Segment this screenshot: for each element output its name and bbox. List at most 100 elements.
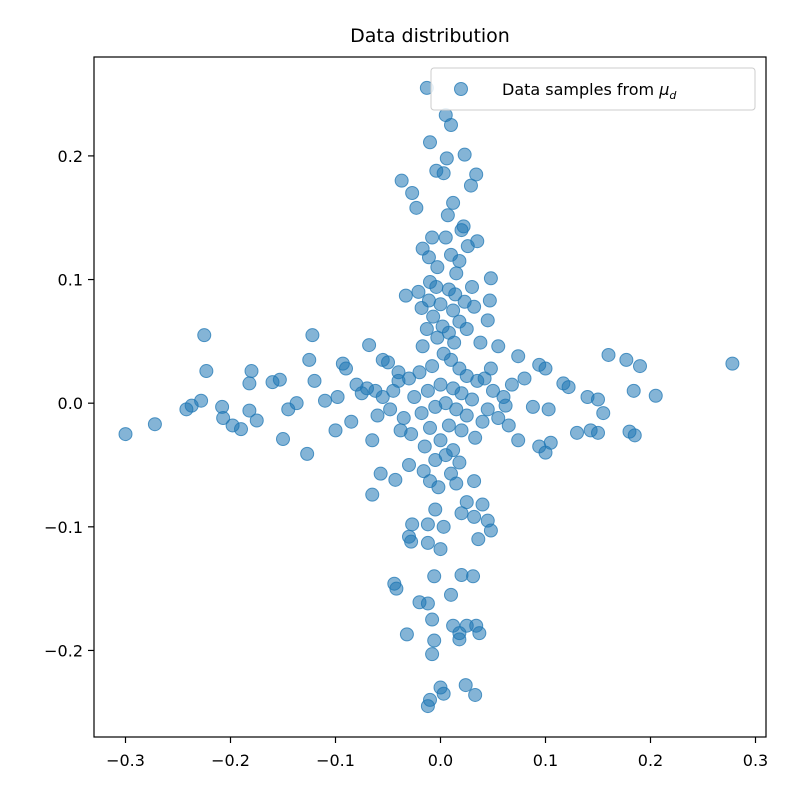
y-tick-label: 0.2 (58, 147, 83, 166)
legend-label-symbol: μ (658, 80, 669, 99)
data-point (427, 633, 442, 648)
data-point (433, 377, 448, 392)
data-point (460, 239, 475, 254)
data-point (433, 297, 448, 312)
data-point (467, 509, 482, 524)
data-point (420, 535, 435, 550)
data-point (454, 568, 469, 583)
data-point (427, 569, 442, 584)
data-point (428, 399, 443, 414)
data-point (179, 402, 194, 417)
data-point (415, 339, 430, 354)
data-point (570, 425, 584, 440)
data-point (452, 632, 467, 647)
x-tick-label: 0.1 (533, 751, 558, 770)
data-point (411, 284, 426, 299)
data-point (436, 686, 451, 701)
data-point (339, 361, 353, 376)
data-point (491, 411, 506, 426)
data-point (216, 411, 231, 426)
data-point (591, 425, 605, 440)
data-point (449, 476, 464, 491)
data-point (416, 464, 431, 479)
legend-box (430, 67, 756, 111)
data-point (375, 390, 390, 404)
data-point (425, 359, 440, 374)
data-point (389, 581, 404, 596)
plot-frame (93, 56, 767, 738)
data-point (407, 390, 422, 404)
data-point (511, 433, 526, 448)
data-point (234, 422, 248, 437)
data-point (423, 135, 437, 150)
data-point (468, 687, 483, 702)
data-point (454, 223, 469, 238)
data-point (302, 352, 317, 367)
data-point (394, 173, 409, 188)
x-axis: −0.3 −0.2 −0.1 0.0 0.1 0.2 0.3 (106, 737, 768, 770)
data-point (501, 418, 516, 433)
data-point (446, 303, 461, 318)
data-point (402, 458, 416, 472)
data-point (596, 406, 611, 421)
data-point (541, 402, 556, 417)
data-point (330, 390, 345, 404)
legend-label-subscript: d (669, 89, 677, 102)
data-point (444, 587, 458, 602)
data-point (601, 347, 616, 362)
legend: Data samples from μd (430, 67, 756, 111)
data-point (420, 699, 435, 714)
data-point (300, 446, 315, 461)
data-point (448, 287, 463, 302)
data-point (388, 472, 403, 487)
data-point (433, 542, 448, 557)
data-point (373, 466, 388, 481)
y-tick-label: −0.1 (44, 518, 83, 537)
data-point (276, 432, 290, 447)
data-point (449, 402, 464, 417)
data-point (467, 299, 482, 314)
data-point (626, 383, 641, 398)
x-tick-label: 0.2 (638, 751, 663, 770)
data-point (272, 372, 287, 387)
data-point (538, 361, 553, 376)
data-point (486, 383, 500, 398)
data-point (365, 487, 380, 502)
data-point (425, 612, 440, 627)
data-point (423, 420, 437, 435)
data-point (242, 403, 257, 418)
data-point (428, 502, 443, 517)
data-point (446, 195, 461, 210)
data-point (480, 402, 495, 417)
data-point (561, 380, 576, 395)
data-point (473, 335, 488, 350)
data-point (472, 626, 487, 641)
legend-label: Data samples from μd (502, 80, 677, 102)
data-point (421, 250, 436, 265)
y-tick-label: 0.1 (58, 271, 83, 290)
data-point (454, 423, 469, 438)
data-point (543, 435, 558, 450)
legend-marker (454, 82, 468, 96)
y-axis: −0.2 −0.1 0.0 0.1 0.2 (44, 147, 94, 660)
data-point (419, 322, 434, 336)
data-point (405, 517, 420, 532)
data-point (458, 678, 473, 693)
data-point (591, 392, 605, 407)
data-point (441, 418, 456, 433)
data-point (414, 300, 429, 315)
y-tick-label: −0.2 (44, 641, 83, 660)
data-point (477, 371, 492, 386)
data-point (289, 396, 304, 411)
data-point (118, 427, 133, 442)
data-point (452, 455, 467, 470)
data-point (365, 433, 380, 448)
data-point (307, 373, 322, 388)
data-point (466, 569, 481, 584)
data-point (360, 381, 374, 396)
data-point (447, 335, 462, 350)
data-point (483, 361, 498, 376)
data-point (420, 517, 435, 532)
data-point (457, 147, 472, 162)
data-point (496, 390, 511, 404)
